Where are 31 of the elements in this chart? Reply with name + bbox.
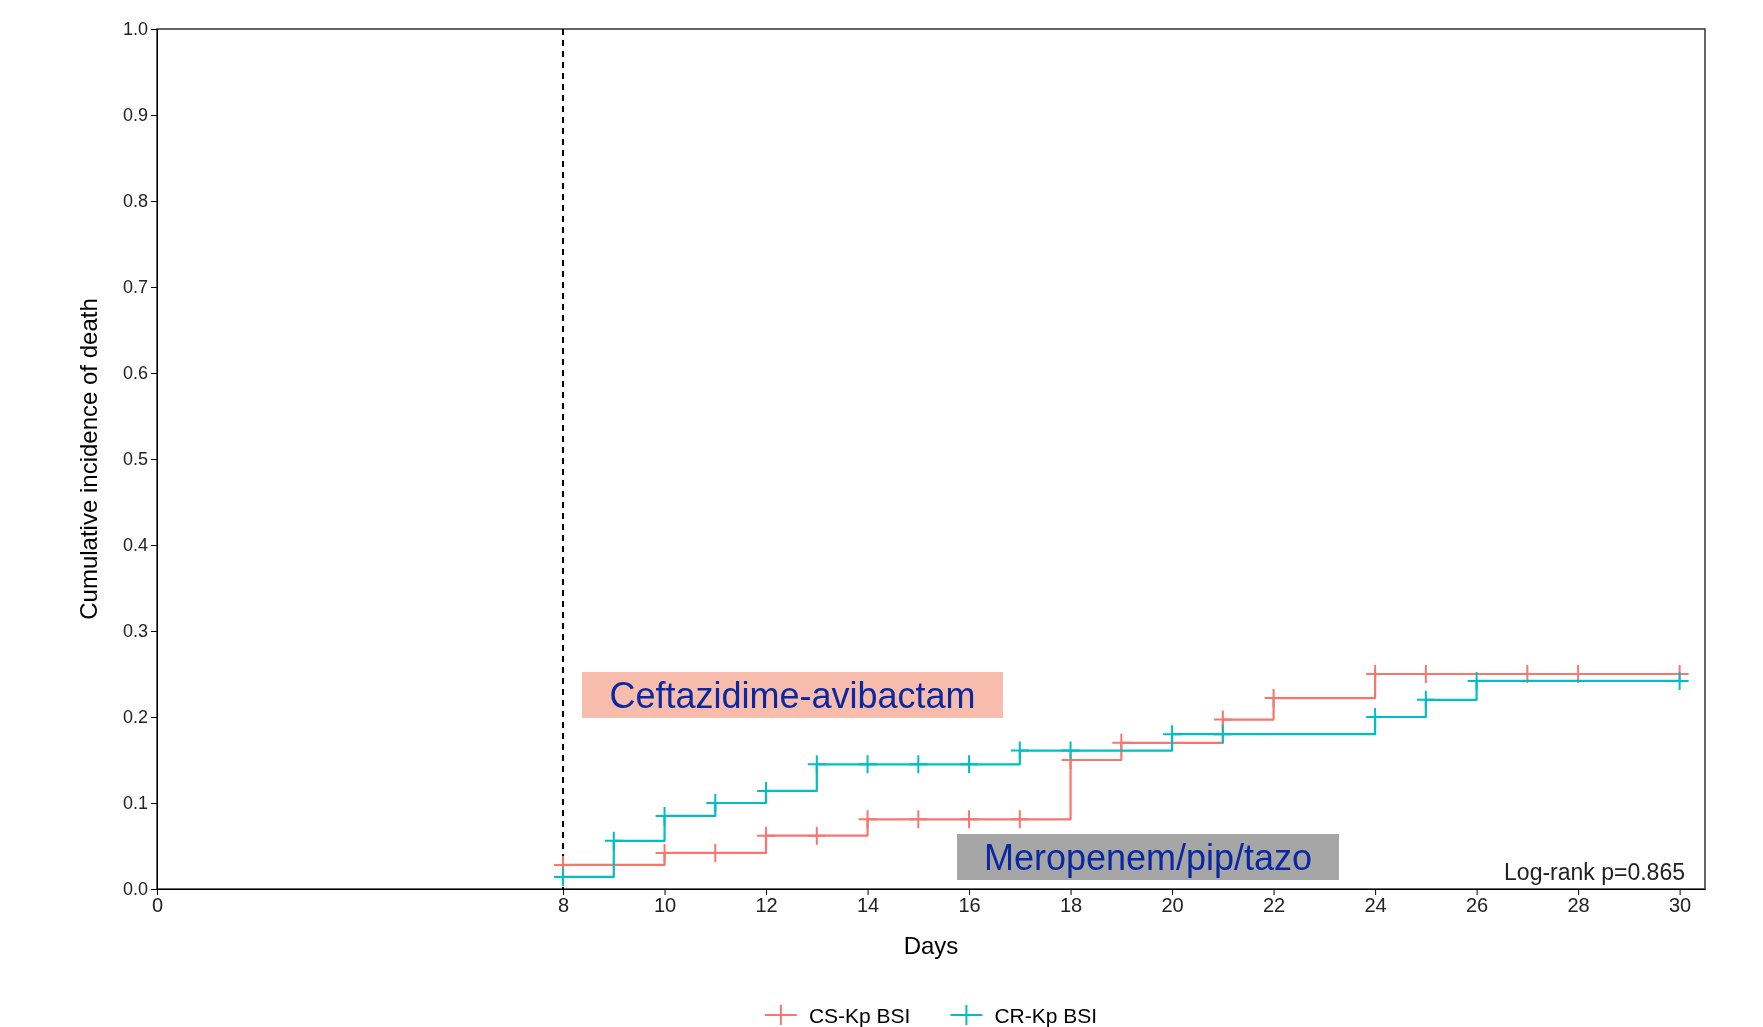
y-tick-label: 0.9 — [122, 105, 148, 126]
y-tick-label: 0.4 — [122, 535, 148, 556]
x-tick-label: 18 — [1059, 894, 1083, 917]
y-tick-label: 0.7 — [122, 277, 148, 298]
x-tick-label: 24 — [1364, 894, 1387, 917]
y-tick-label: 0.0 — [122, 879, 148, 900]
x-tick-label: 30 — [1669, 894, 1692, 917]
x-tick-label: 26 — [1465, 894, 1489, 917]
y-tick-label: 0.6 — [122, 363, 148, 384]
y-tick-label: 0.1 — [122, 793, 148, 814]
annotation: Ceftazidime-avibactam — [609, 674, 976, 716]
x-tick-label: 20 — [1161, 894, 1184, 917]
x-tick-label: 22 — [1262, 894, 1286, 917]
y-tick-label: 0.5 — [122, 449, 148, 470]
y-tick-label: 0.3 — [122, 621, 148, 642]
x-axis-title: Days — [903, 932, 959, 959]
x-tick-label: 0 — [151, 894, 164, 917]
legend-label: CR-Kp BSI — [994, 1004, 1098, 1027]
x-tick-label: 16 — [958, 894, 981, 917]
x-tick-label: 28 — [1567, 894, 1590, 917]
x-tick-label: 14 — [856, 894, 880, 917]
y-axis-title: Cumulative incidence of death — [75, 298, 102, 620]
annotation: Meropenem/pip/tazo — [983, 836, 1313, 878]
annotation: Log-rank p=0.865 — [1504, 859, 1685, 885]
legend-label: CS-Kp BSI — [808, 1004, 911, 1027]
y-tick-label: 0.8 — [122, 191, 148, 212]
y-tick-label: 0.2 — [122, 707, 148, 728]
y-tick-label: 1.0 — [122, 19, 148, 40]
x-tick-label: 8 — [557, 894, 570, 917]
x-tick-label: 12 — [755, 894, 778, 917]
x-tick-label: 10 — [653, 894, 677, 917]
